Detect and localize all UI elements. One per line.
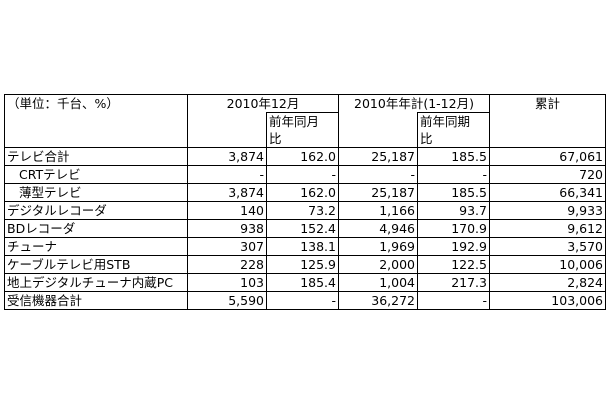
year-yoy: 192.9 (417, 237, 490, 256)
year-value: 1,969 (338, 237, 418, 256)
table-row: 薄型テレビ 3,874 162.0 25,187 185.5 66,341 (4, 183, 606, 202)
month-yoy: 162.0 (266, 147, 339, 166)
row-name: BDレコーダ (4, 219, 188, 238)
year-value: 25,187 (338, 147, 418, 166)
table-row: BDレコーダ 938 152.4 4,946 170.9 9,612 (4, 219, 606, 238)
table-row: ケーブルテレビ用STB 228 125.9 2,000 122.5 10,006 (4, 255, 606, 274)
month-yoy: 185.4 (266, 273, 339, 292)
year-value: 2,000 (338, 255, 418, 274)
month-value: 5,590 (187, 291, 267, 310)
cumulative-value: 720 (489, 165, 606, 184)
table-row: 受信機器合計 5,590-36,272-103,006 (4, 291, 606, 310)
month-yoy: - (266, 165, 339, 184)
year-yoy: 185.5 (417, 183, 490, 202)
month-value: 140 (187, 201, 267, 220)
row-name: チューナ (4, 237, 188, 256)
year-yoy: 217.3 (417, 273, 490, 292)
cumulative-value: 3,570 (489, 237, 606, 256)
year-value-header-spacer (338, 130, 418, 148)
month-yoy: 73.2 (266, 201, 339, 220)
year-yoy: - (417, 165, 490, 184)
table-row: 地上デジタルチューナ内蔵PC 103 185.4 1,004 217.3 2,824 (4, 273, 606, 292)
row-name: 薄型テレビ (4, 183, 188, 202)
row-name: デジタルレコーダ (4, 201, 188, 220)
year-value: 1,166 (338, 201, 418, 220)
month-value: 228 (187, 255, 267, 274)
year-yoy: 170.9 (417, 219, 490, 238)
table-row: デジタルレコーダ 140 73.2 1,166 93.7 9,933 (4, 201, 606, 220)
table-row: チューナ 307 138.1 1,969 192.9 3,570 (4, 237, 606, 256)
month-yoy: 125.9 (266, 255, 339, 274)
cumulative-value: 2,824 (489, 273, 606, 292)
row-name: ケーブルテレビ用STB (4, 255, 188, 274)
month-value: 3,874 (187, 183, 267, 202)
month-value: 103 (187, 273, 267, 292)
shipment-table: （単位：千台、%） 2010年12月 2010年年計(1-12月) 累計 前年同… (4, 94, 606, 310)
table-row: CRTテレビ - - - -720 (4, 165, 606, 184)
month-yoy: 152.4 (266, 219, 339, 238)
year-yoy: 185.5 (417, 147, 490, 166)
year-yoy: 93.7 (417, 201, 490, 220)
row-name: 受信機器合計 (4, 291, 188, 310)
unit-label: （単位：千台、%） (4, 94, 188, 148)
month-yoy-header-line2: 比 (266, 130, 339, 148)
month-value-header (187, 112, 267, 130)
cumulative-header: 累計 (489, 94, 606, 148)
year-value: 25,187 (338, 183, 418, 202)
row-name: テレビ合計 (4, 147, 188, 166)
cumulative-value: 103,006 (489, 291, 606, 310)
month-value: - (187, 165, 267, 184)
month-value: 938 (187, 219, 267, 238)
year-value: 1,004 (338, 273, 418, 292)
month-value-header-spacer (187, 130, 267, 148)
cumulative-value: 9,612 (489, 219, 606, 238)
month-yoy: 138.1 (266, 237, 339, 256)
month-yoy-header-line1: 前年同月 (266, 112, 339, 130)
year-value-header (338, 112, 418, 130)
month-value: 3,874 (187, 147, 267, 166)
year-value: - (338, 165, 418, 184)
table-row: テレビ合計 3,874 162.0 25,187 185.5 67,061 (4, 147, 606, 166)
period-year-header: 2010年年計(1-12月) (338, 94, 490, 113)
cumulative-value: 66,341 (489, 183, 606, 202)
year-yoy: - (417, 291, 490, 310)
cumulative-value: 67,061 (489, 147, 606, 166)
month-yoy: 162.0 (266, 183, 339, 202)
year-yoy-header-line1: 前年同期 (417, 112, 490, 130)
row-name: 地上デジタルチューナ内蔵PC (4, 273, 188, 292)
month-yoy: - (266, 291, 339, 310)
year-yoy: 122.5 (417, 255, 490, 274)
year-value: 4,946 (338, 219, 418, 238)
cumulative-value: 9,933 (489, 201, 606, 220)
year-value: 36,272 (338, 291, 418, 310)
cumulative-value: 10,006 (489, 255, 606, 274)
row-name: CRTテレビ (4, 165, 188, 184)
month-value: 307 (187, 237, 267, 256)
year-yoy-header-line2: 比 (417, 130, 490, 148)
period-month-header: 2010年12月 (187, 94, 339, 113)
